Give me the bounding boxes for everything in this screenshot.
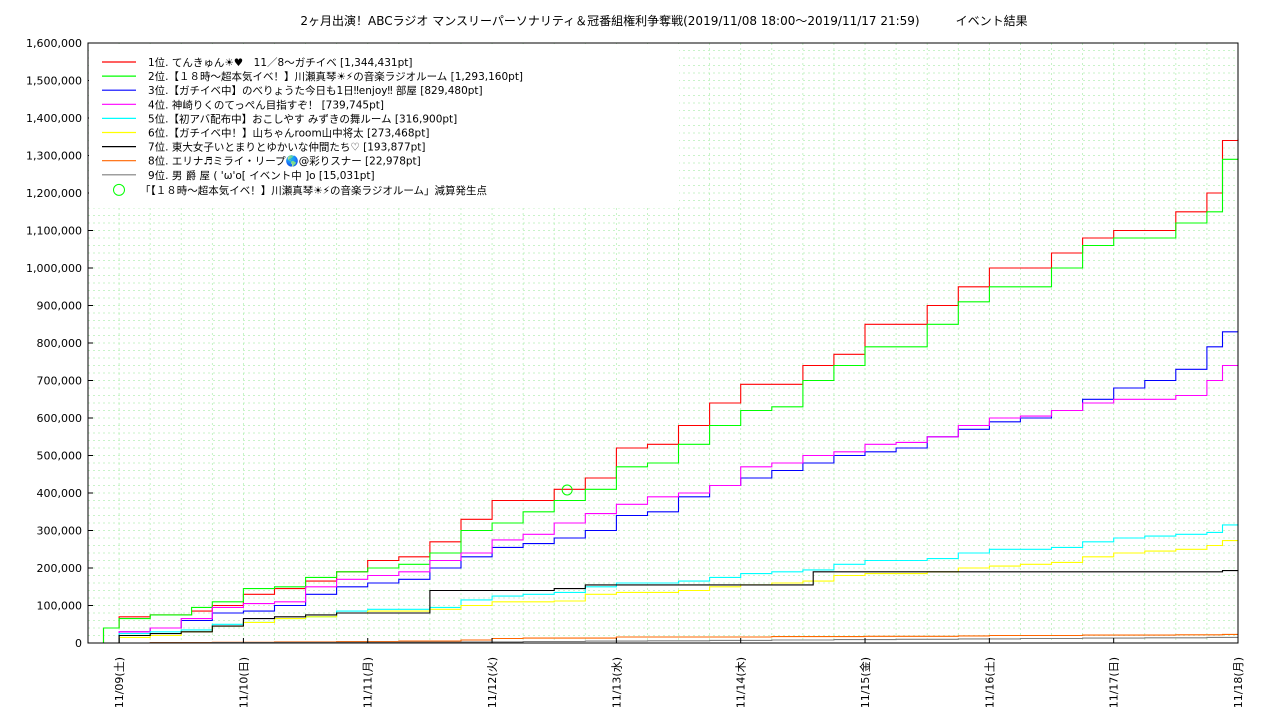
x-tick-label: 11/09(土)	[113, 657, 126, 708]
x-tick-label: 11/18(月)	[1232, 657, 1245, 708]
series-line-5	[88, 524, 1239, 644]
reduction-marker	[561, 484, 573, 496]
y-tick-label: 200,000	[37, 562, 83, 575]
series-line-4	[88, 364, 1239, 644]
y-tick-label: 600,000	[37, 412, 83, 425]
series-line-8	[88, 633, 1238, 644]
legend-label: 6位.【ガチイベ中！】山ちゃんroom山中将太 [273,468pt]	[148, 127, 429, 140]
y-tick-label: 0	[75, 637, 82, 650]
y-tick-label: 900,000	[37, 300, 83, 313]
legend-marker-label: 「【１８時〜超本気イベ！】川瀬真琴☀︎⚡︎の音楽ラジオルーム」減算発生点	[140, 184, 487, 197]
x-tick-label: 11/14(木)	[735, 657, 748, 708]
legend: 1位. てんきゅん☀︎♥ 11／8〜ガチイベ [1,344,431pt]2位.【…	[89, 44, 679, 208]
y-axis-ticks: 0 100,000 200,000 300,000 400,000 500,000 600,…	[26, 37, 93, 650]
legend-label: 4位. 神崎りくのてっぺん目指すぞ！ [739,745pt]	[148, 98, 384, 111]
y-tick-label: 1,000,000	[26, 262, 82, 275]
legend-label: 7位. 東大女子いとまりとゆかいな仲間たち♡ [193,877pt]	[148, 141, 426, 154]
legend-label: 1位. てんきゅん☀︎♥ 11／8〜ガチイベ [1,344,431pt]	[148, 56, 412, 69]
marker-layer	[561, 484, 573, 496]
y-tick-label: 1,200,000	[26, 187, 82, 200]
y-tick-label: 1,600,000	[26, 37, 82, 50]
y-tick-label: 800,000	[37, 337, 83, 350]
y-tick-label: 1,400,000	[26, 112, 82, 125]
x-tick-label: 11/16(土)	[983, 657, 996, 708]
series-line-9	[88, 636, 1238, 644]
x-tick-label: 11/12(火)	[486, 657, 499, 708]
legend-background	[89, 44, 679, 208]
legend-label: 2位.【１８時〜超本気イベ！】川瀬真琴☀︎⚡︎の音楽ラジオルーム [1,293,…	[148, 70, 523, 83]
x-tick-label: 11/17(日)	[1108, 657, 1121, 708]
chart-title: 2ヶ月出演！ABCラジオ マンスリーパーソナリティ＆冠番組権利争奪戦(2019/…	[300, 13, 1027, 28]
legend-label: 5位.【初アバ配布中】おこしやす みずきの舞ルーム [316,900pt]	[148, 112, 457, 125]
series-line-2	[88, 158, 1239, 644]
x-tick-label: 11/11(月)	[362, 657, 375, 708]
series-line-3	[88, 331, 1239, 644]
x-tick-label: 11/10(日)	[237, 657, 250, 708]
series-line-1	[88, 138, 1239, 644]
y-tick-label: 1,300,000	[26, 150, 82, 163]
y-tick-label: 400,000	[37, 487, 83, 500]
legend-marker-swatch	[113, 183, 125, 196]
y-tick-label: 700,000	[37, 375, 83, 388]
x-tick-label: 11/13(水)	[610, 657, 623, 708]
y-tick-label: 1,100,000	[26, 225, 82, 238]
x-tick-label: 11/15(金)	[858, 657, 872, 708]
legend-label: 3位.【ガチイベ中】のべりょうた今日も1日‼︎enjoy‼︎ 部屋 [829,4…	[148, 84, 483, 97]
y-tick-label: 500,000	[37, 450, 83, 463]
x-axis-ticks: 11/09(土) 11/10(日) 11/11(月) 11/12(火) 11/13(水)…	[113, 638, 1245, 708]
legend-label: 9位. 男 爵 屋 ( 'ω'o[ イベント中 ]o [15,031pt]	[148, 169, 375, 182]
series-layer	[88, 138, 1239, 644]
legend-label: 8位. エリナ♬ミライ・リープ🌎@彩りスナー [22,978pt]	[148, 155, 421, 168]
y-tick-label: 100,000	[37, 600, 83, 613]
y-tick-label: 300,000	[37, 525, 83, 538]
series-line-7	[88, 570, 1239, 644]
y-tick-label: 1,500,000	[26, 75, 82, 88]
